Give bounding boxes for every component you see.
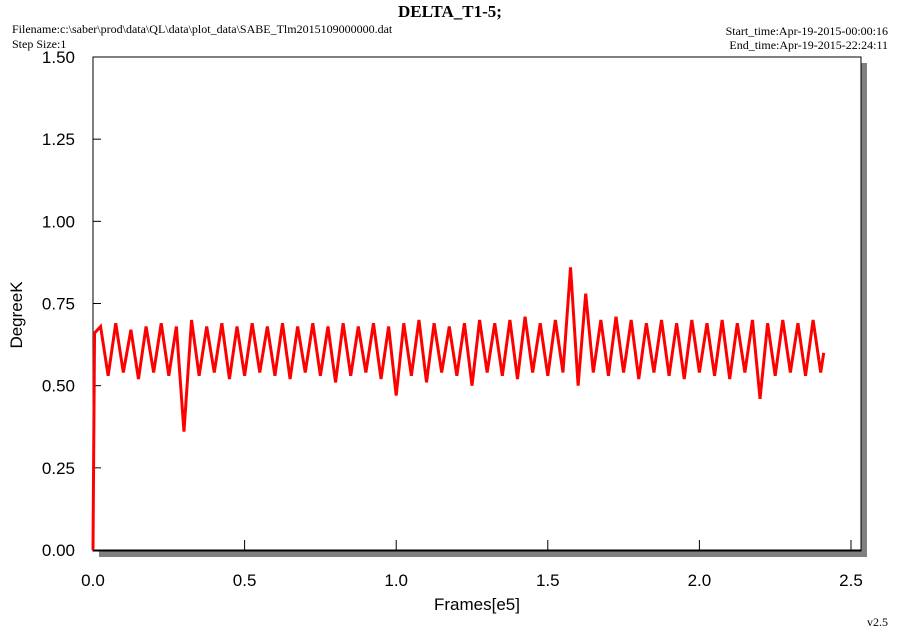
y-tick-label: 0.00	[42, 541, 75, 560]
x-axis-label: Frames[e5]	[434, 595, 520, 614]
y-tick-label: 0.25	[42, 459, 75, 478]
y-tick-label: 1.00	[42, 212, 75, 231]
version: v2.5	[867, 615, 888, 629]
step-size: Step Size:1	[12, 37, 66, 51]
chart-title: DELTA_T1-5;	[398, 2, 502, 21]
x-tick-label: 1.5	[536, 571, 560, 590]
y-tick-label: 1.25	[42, 130, 75, 149]
end-time: End_time:Apr-19-2015-22:24:11	[729, 38, 888, 52]
y-tick-label: 0.75	[42, 295, 75, 314]
filename: Filename:c:\saber\prod\data\QL\data\plot…	[12, 22, 393, 36]
y-tick-label: 1.50	[42, 48, 75, 67]
data-line	[91, 267, 826, 551]
x-tick-label: 1.0	[384, 571, 408, 590]
x-tick-label: 2.0	[688, 571, 712, 590]
x-tick-label: 0.0	[81, 571, 105, 590]
y-tick-label: 0.50	[42, 377, 75, 396]
y-axis-label: DegreeK	[7, 281, 26, 349]
x-tick-label: 0.5	[233, 571, 257, 590]
x-tick-label: 2.5	[839, 571, 863, 590]
plot-area	[92, 56, 862, 552]
start-time: Start_time:Apr-19-2015-00:00:16	[726, 24, 888, 38]
